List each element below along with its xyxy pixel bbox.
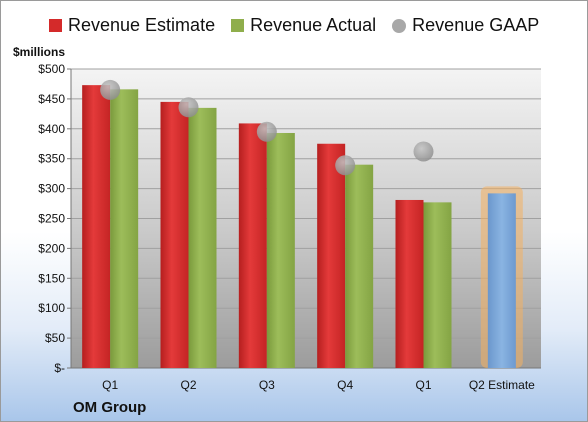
point-revenue-gaap bbox=[413, 141, 434, 162]
x-tick-label: Q1 bbox=[415, 378, 431, 392]
point-revenue-gaap bbox=[178, 97, 199, 118]
legend-item-revenue-estimate: Revenue Estimate bbox=[49, 15, 215, 36]
bar-revenue-actual bbox=[266, 132, 295, 368]
y-tick-label: $500 bbox=[38, 62, 65, 76]
company-name: OM Group bbox=[73, 399, 147, 416]
y-tick-label: $50 bbox=[45, 331, 65, 345]
y-tick-label: $400 bbox=[38, 122, 65, 136]
bar-revenue-estimate bbox=[317, 143, 346, 368]
x-tick-label: Q4 bbox=[337, 378, 353, 392]
chart-legend: Revenue Estimate Revenue Actual Revenue … bbox=[49, 15, 555, 36]
legend-item-revenue-actual: Revenue Actual bbox=[231, 15, 376, 36]
legend-label-revenue-gaap: Revenue GAAP bbox=[412, 15, 540, 35]
x-tick-label: Q3 bbox=[259, 378, 275, 392]
bar-revenue-estimate bbox=[238, 123, 267, 368]
legend-swatch-revenue-gaap bbox=[392, 18, 407, 33]
bar-revenue-estimate bbox=[160, 101, 189, 368]
y-tick-label: $100 bbox=[38, 301, 65, 315]
y-tick-label: $250 bbox=[38, 212, 65, 226]
legend-label-revenue-actual: Revenue Actual bbox=[250, 15, 377, 35]
legend-item-revenue-gaap: Revenue GAAP bbox=[392, 15, 539, 36]
point-revenue-gaap bbox=[335, 155, 356, 176]
legend-swatch-revenue-actual bbox=[231, 19, 245, 32]
bar-q2-estimate bbox=[487, 193, 516, 368]
x-tick-label: Q2 bbox=[180, 378, 196, 392]
y-tick-label: $450 bbox=[38, 92, 65, 106]
bar-revenue-estimate bbox=[82, 85, 111, 369]
y-axis-unit-label: $millions bbox=[13, 45, 66, 59]
point-revenue-gaap bbox=[100, 79, 121, 100]
y-tick-label: $- bbox=[54, 361, 65, 375]
y-tick-label: $350 bbox=[38, 152, 65, 166]
legend-swatch-revenue-estimate bbox=[49, 19, 62, 32]
x-tick-label: Q1 bbox=[102, 378, 118, 392]
x-tick-label: Q2 Estimate bbox=[469, 378, 535, 392]
bar-revenue-actual bbox=[345, 164, 374, 368]
legend-label-revenue-estimate: Revenue Estimate bbox=[68, 15, 216, 35]
y-tick-label: $150 bbox=[38, 271, 65, 285]
y-tick-label: $200 bbox=[38, 241, 65, 255]
bar-revenue-estimate bbox=[395, 199, 424, 368]
point-revenue-gaap bbox=[256, 121, 277, 142]
bar-revenue-actual bbox=[188, 107, 217, 369]
y-tick-label: $300 bbox=[38, 182, 65, 196]
bar-revenue-actual bbox=[423, 202, 452, 368]
bar-revenue-actual bbox=[110, 89, 139, 368]
